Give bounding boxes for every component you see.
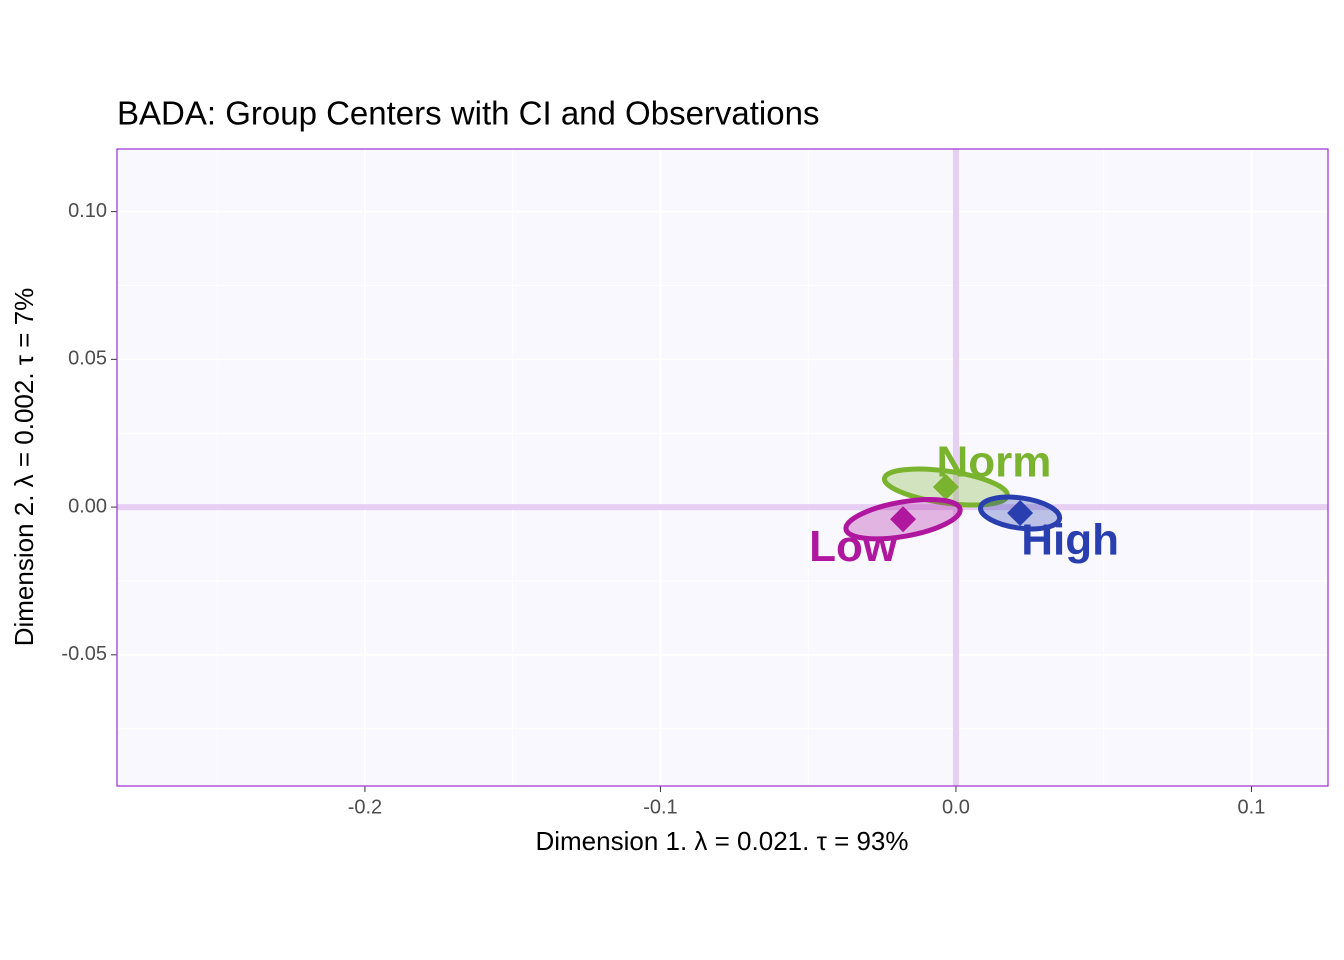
y-tick-label: 0.05	[68, 348, 107, 370]
y-tick-label: -0.05	[61, 643, 107, 665]
plot-border	[116, 148, 1329, 787]
chart-title: BADA: Group Centers with CI and Observat…	[117, 95, 819, 132]
y-axis-label: Dimension 2. λ = 0.002. τ = 7%	[9, 288, 39, 647]
group-label: High	[1021, 516, 1119, 565]
group-center	[1007, 500, 1034, 526]
group-label: Low	[809, 522, 898, 571]
group-center	[890, 506, 917, 533]
y-tick-label: 0.00	[68, 495, 107, 517]
y-tick-label: 0.10	[68, 200, 107, 222]
x-axis-label: Dimension 1. λ = 0.021. τ = 93%	[535, 826, 908, 856]
group-center	[932, 474, 959, 500]
x-tick-label: -0.2	[348, 796, 382, 818]
x-tick-label: 0.0	[942, 796, 970, 818]
x-tick-label: 0.1	[1238, 796, 1266, 818]
x-tick-label: -0.1	[643, 796, 677, 818]
plot-background	[117, 149, 1328, 786]
group-label: Norm	[936, 438, 1051, 487]
